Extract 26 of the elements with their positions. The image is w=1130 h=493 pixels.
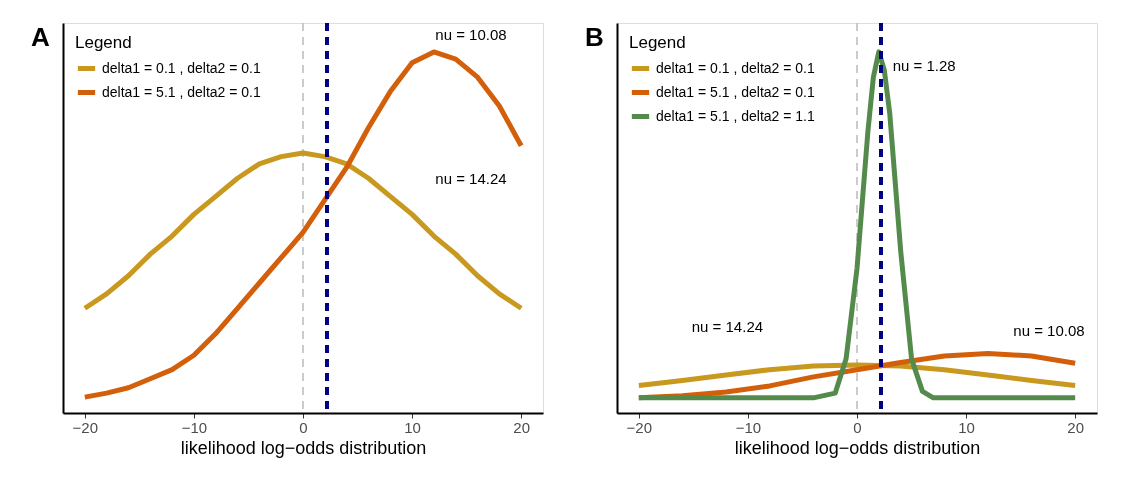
x-tick-label: 10 (958, 418, 975, 436)
annotation: nu = 14.24 (691, 318, 764, 336)
chart-title: B (585, 22, 604, 52)
x-tick-label: 10 (404, 418, 421, 436)
legend-label: delta1 = 5.1 , delta2 = 1.1 (656, 107, 816, 124)
x-axis-title: likelihood log−odds distribution (734, 437, 981, 458)
x-tick-label: 0 (853, 418, 862, 436)
x-axis-title: likelihood log−odds distribution (180, 437, 427, 458)
x-tick-label: −20 (626, 418, 653, 436)
x-tick-label: −10 (181, 418, 208, 436)
annotation: nu = 1.28 (892, 56, 956, 74)
legend-label: delta1 = 5.1 , delta2 = 0.1 (656, 83, 816, 100)
x-tick-label: 20 (513, 418, 531, 436)
x-tick-label: −10 (735, 418, 762, 436)
legend-title: Legend (629, 33, 686, 52)
chart-title: A (31, 22, 50, 52)
legend-label: delta1 = 0.1 , delta2 = 0.1 (102, 59, 262, 76)
legend-label: delta1 = 5.1 , delta2 = 0.1 (102, 83, 262, 100)
annotation: nu = 10.08 (1013, 322, 1085, 340)
legend-title: Legend (75, 33, 132, 52)
annotation: nu = 14.24 (435, 170, 507, 187)
x-tick-label: 0 (299, 418, 308, 436)
x-tick-label: 20 (1067, 418, 1085, 436)
legend-label: delta1 = 0.1 , delta2 = 0.1 (656, 59, 816, 76)
text: nu = 10.08 (435, 25, 507, 43)
x-tick-label: −20 (72, 418, 99, 436)
